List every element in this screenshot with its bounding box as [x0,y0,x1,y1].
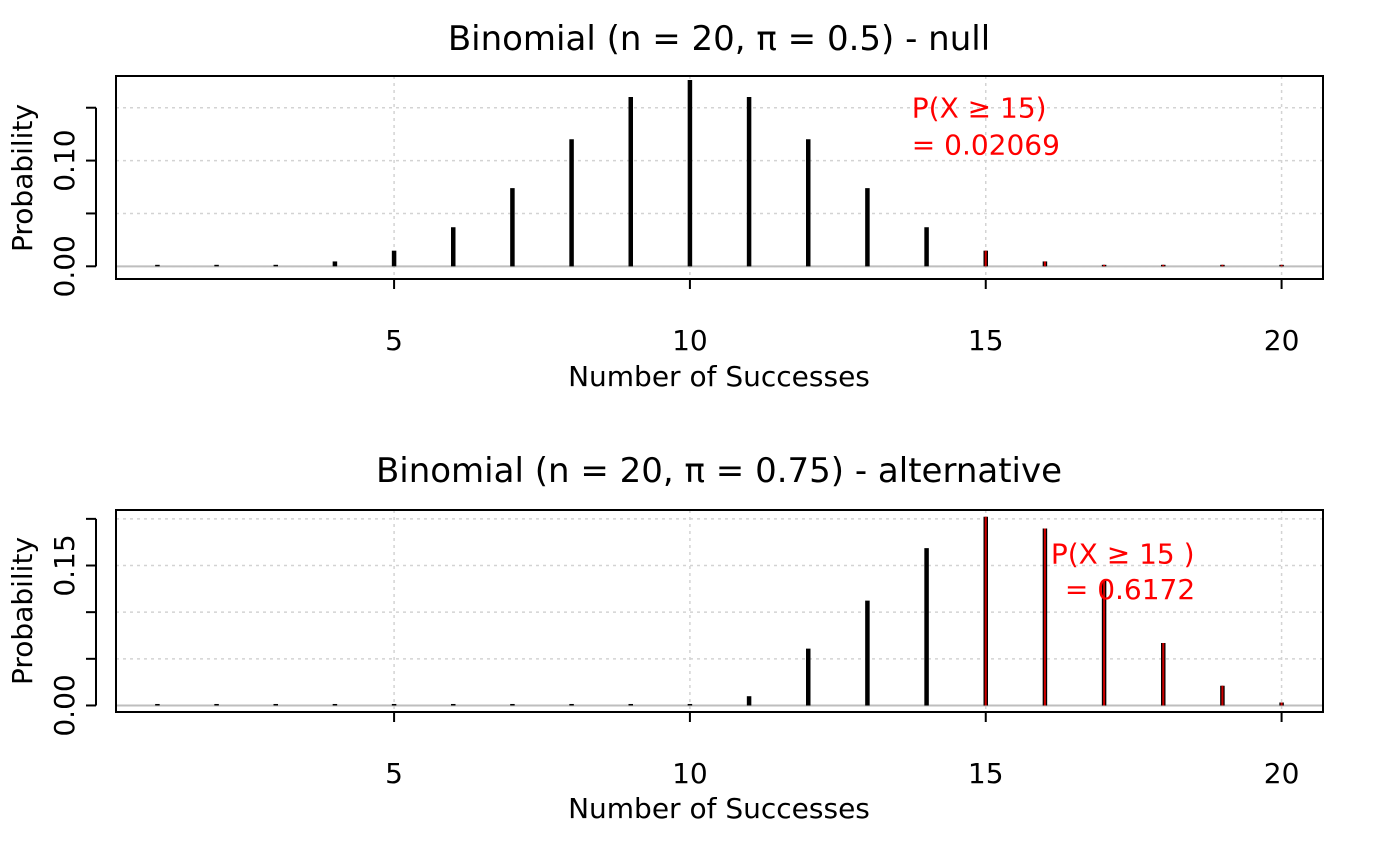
x-tick-label: 5 [385,324,403,357]
x-axis-label: Number of Successes [568,792,870,825]
y-axis-label: Probability [6,537,39,685]
x-axis: 5 10 15 20 [385,279,1299,357]
x-tick-label: 10 [672,757,708,790]
y-tick-label: 0.00 [48,674,81,736]
probability-spikes [155,516,1284,706]
x-axis: 5 10 15 20 [385,712,1299,790]
x-tick-label: 15 [968,324,1004,357]
tail-probability-value: = 0.02069 [912,129,1060,162]
grid-lines [116,510,1323,712]
tail-probability-label: P(X ≥ 15 ) [1051,537,1195,570]
y-axis: 0.00 0.15 [48,517,97,737]
y-tick-label: 0.00 [48,235,81,297]
chart-title: Binomial (n = 20, π = 0.5) - null [448,19,990,59]
plot-frame [115,75,1324,280]
x-tick-label: 15 [968,757,1004,790]
x-tick-label: 20 [1264,757,1300,790]
y-axis-label: Probability [6,104,39,252]
grid-lines [116,76,1323,279]
tail-probability-value: = 0.6172 [1065,573,1195,606]
x-tick-label: 10 [672,324,708,357]
chart-title: Binomial (n = 20, π = 0.75) - alternativ… [376,451,1062,491]
alternative-distribution-panel: Binomial (n = 20, π = 0.75) - alternativ… [6,451,1324,825]
probability-spikes [155,80,1284,267]
x-tick-label: 5 [385,757,403,790]
y-tick-label: 0.10 [48,129,81,191]
plot-frame [115,509,1324,713]
null-distribution-panel: Binomial (n = 20, π = 0.5) - null 5 10 15 2… [6,19,1324,393]
y-axis: 0.00 0.10 [48,106,97,297]
y-tick-label: 0.15 [48,534,81,596]
x-axis-label: Number of Successes [568,360,870,393]
x-tick-label: 20 [1264,324,1300,357]
tail-probability-label: P(X ≥ 15) [912,92,1047,125]
